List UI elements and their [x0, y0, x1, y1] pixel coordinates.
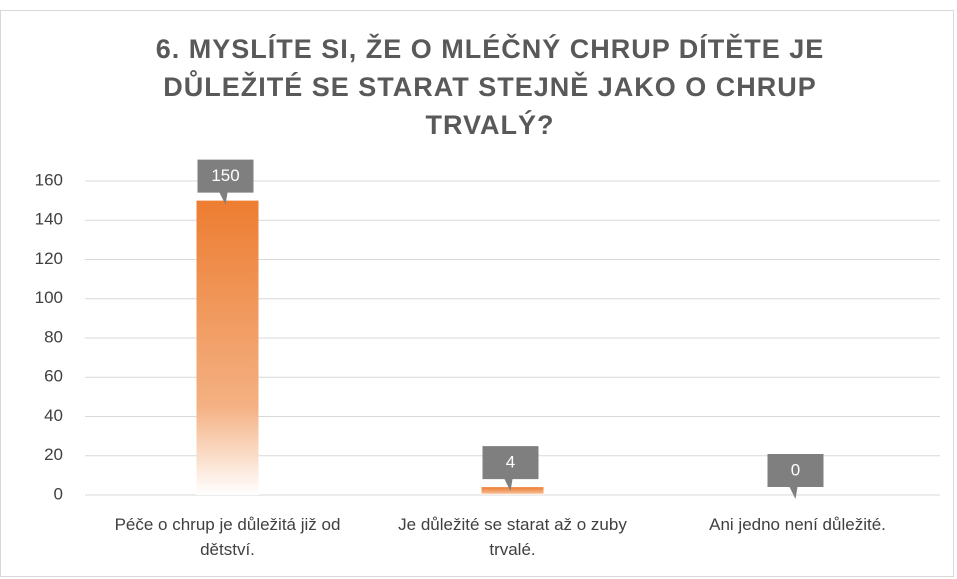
y-tick-label: 20	[44, 445, 63, 464]
chart-border	[0, 10, 954, 577]
data-label: 150	[211, 166, 239, 185]
x-tick-label: Je důležité se starat až o zuby trvalé.	[398, 515, 627, 559]
data-label-callout	[767, 454, 824, 499]
y-tick-label: 140	[35, 210, 63, 229]
chart-title: 6. MYSLÍTE SI, ŽE O MLÉČNÝ CHRUP DÍTĚTE …	[155, 34, 825, 140]
y-tick-label: 160	[35, 170, 63, 189]
x-tick-label: Péče o chrup je důležitá již od dětství.	[114, 515, 341, 559]
data-label-callout	[482, 446, 539, 492]
x-tick-label: Ani jedno není důležité.	[709, 515, 886, 534]
data-label-callout	[197, 159, 254, 205]
y-tick-label: 120	[35, 249, 63, 268]
data-label: 0	[791, 460, 800, 479]
bar	[481, 487, 544, 495]
data-label: 4	[506, 453, 515, 472]
y-tick-label: 100	[35, 288, 63, 307]
y-tick-label: 40	[44, 406, 63, 425]
y-tick-label: 60	[44, 367, 63, 386]
bar	[196, 200, 259, 495]
y-tick-label: 80	[44, 327, 63, 346]
y-tick-label: 0	[54, 484, 63, 503]
